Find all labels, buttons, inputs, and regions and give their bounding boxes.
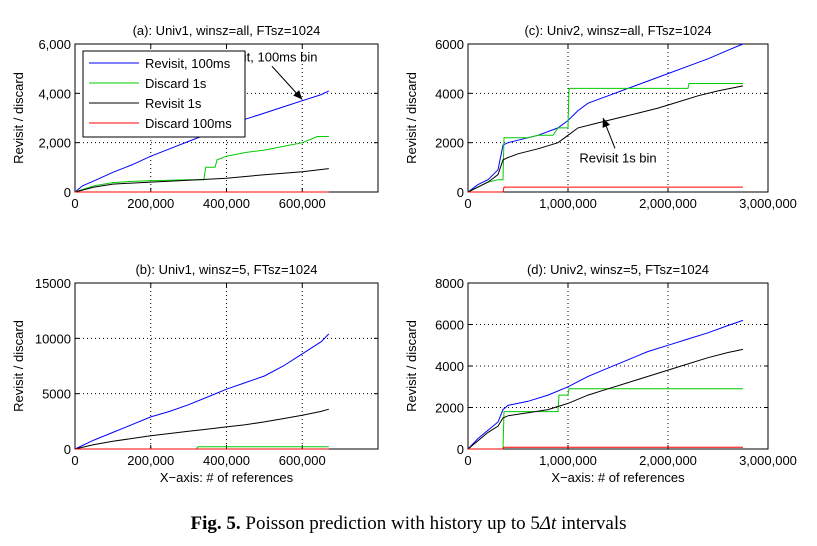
series-line-1: [74, 333, 330, 450]
series-line-3: [74, 408, 329, 450]
y-axis-label: Revisit / discard: [11, 320, 26, 412]
series-line-2: [74, 136, 329, 193]
y-tick-label: 6,000: [38, 37, 71, 52]
figure-caption: Fig. 5. Poisson prediction with history …: [0, 513, 817, 535]
y-tick-label: 2000: [435, 136, 464, 151]
x-tick-label: 2,000,000: [639, 196, 697, 211]
series-line-1: [467, 43, 744, 193]
chart-panel-b: 0 200,000 400,000 600,000 0 5000 10000 15000 (b)…: [11, 262, 379, 485]
caption-text-end: intervals: [556, 513, 627, 534]
y-tick-label: 6000: [435, 37, 464, 52]
y-tick-label: 5000: [42, 387, 71, 402]
y-tick-label: 4,000: [38, 86, 71, 101]
y-tick-label: 0: [457, 185, 464, 200]
y-tick-label: 4000: [435, 359, 464, 374]
caption-label: Fig. 5.: [190, 513, 241, 534]
y-tick-label: 8000: [435, 276, 464, 291]
legend-entry: Discard 100ms: [145, 116, 232, 131]
x-tick-label: 0: [464, 196, 471, 211]
x-tick-label: 600,000: [279, 196, 326, 211]
chart-title: (a): Univ1, winsz=all, FTsz=1024: [133, 23, 321, 38]
annotation-arrowhead: [293, 90, 303, 100]
x-tick-label: 3,000,000: [739, 196, 797, 211]
series-line-4: [468, 446, 743, 450]
legend-entry: Revisit, 100ms: [145, 56, 231, 71]
legend-entry: Discard 1s: [145, 76, 207, 91]
plot-frame: [467, 282, 769, 450]
y-tick-label: 6000: [435, 318, 464, 333]
y-tick-label: 2000: [435, 401, 464, 416]
legend-entry: Revisit 1s: [145, 96, 202, 111]
chart-title: (b): Univ1, winsz=5, FTsz=1024: [135, 262, 317, 277]
chart-panel-a: 0 200,000 400,000 600,000 0 2,000 4,000 6,000 (a…: [11, 23, 379, 211]
series-line-3: [467, 348, 744, 450]
x-tick-label: 400,000: [203, 196, 250, 211]
y-axis-label: Revisit / discard: [404, 320, 419, 412]
series-line-3: [74, 168, 329, 193]
y-tick-label: 10000: [35, 331, 71, 346]
series-line-1: [467, 319, 744, 450]
x-tick-label: 2,000,000: [639, 453, 697, 468]
x-axis-label: X−axis: # of references: [160, 470, 294, 485]
x-tick-label: 3,000,000: [739, 453, 797, 468]
y-tick-label: 4000: [435, 86, 464, 101]
chart-title: (c): Univ2, winsz=all, FTsz=1024: [524, 23, 711, 38]
y-axis-label: Revisit / discard: [11, 72, 26, 164]
x-tick-label: 600,000: [279, 453, 326, 468]
y-tick-label: 2,000: [38, 136, 71, 151]
series-line-1: [74, 90, 330, 193]
x-tick-label: 0: [71, 453, 78, 468]
x-tick-label: 1,000,000: [539, 196, 597, 211]
x-tick-label: 1,000,000: [539, 453, 597, 468]
x-axis-label: X−axis: # of references: [551, 470, 685, 485]
annotation-arrowhead: [602, 118, 611, 128]
x-tick-label: 200,000: [127, 453, 174, 468]
series-line-2: [468, 388, 743, 450]
chart-panel-c: 0 1,000,000 2,000,000 3,000,000 0 2000 4000 600…: [404, 23, 797, 211]
legend: Revisit, 100ms Discard 1s Revisit 1s Discar…: [82, 50, 246, 138]
y-tick-label: 0: [457, 442, 464, 457]
x-tick-label: 0: [71, 196, 78, 211]
x-tick-label: 200,000: [127, 196, 174, 211]
figure-canvas: 0 200,000 400,000 600,000 0 2,000 4,000 6,000 (a…: [11, 23, 797, 485]
annotation-label: Revisit 1s bin: [579, 150, 656, 165]
plot-frame: [74, 282, 379, 450]
y-tick-label: 15000: [35, 276, 71, 291]
y-tick-label: 0: [64, 442, 71, 457]
x-tick-label: 0: [464, 453, 471, 468]
chart-title: (d): Univ2, winsz=5, FTsz=1024: [527, 262, 709, 277]
y-tick-label: 0: [64, 185, 71, 200]
series-line-4: [468, 186, 743, 193]
caption-symbol: Δt: [539, 513, 557, 534]
caption-text: Poisson prediction with history up to 5: [245, 513, 540, 534]
x-tick-label: 400,000: [203, 453, 250, 468]
series-line-3: [467, 85, 744, 193]
chart-panel-d: 0 1,000,000 2,000,000 3,000,000 0 2000 4000 600…: [404, 262, 797, 485]
y-axis-label: Revisit / discard: [404, 72, 419, 164]
series-line-2: [467, 83, 743, 193]
